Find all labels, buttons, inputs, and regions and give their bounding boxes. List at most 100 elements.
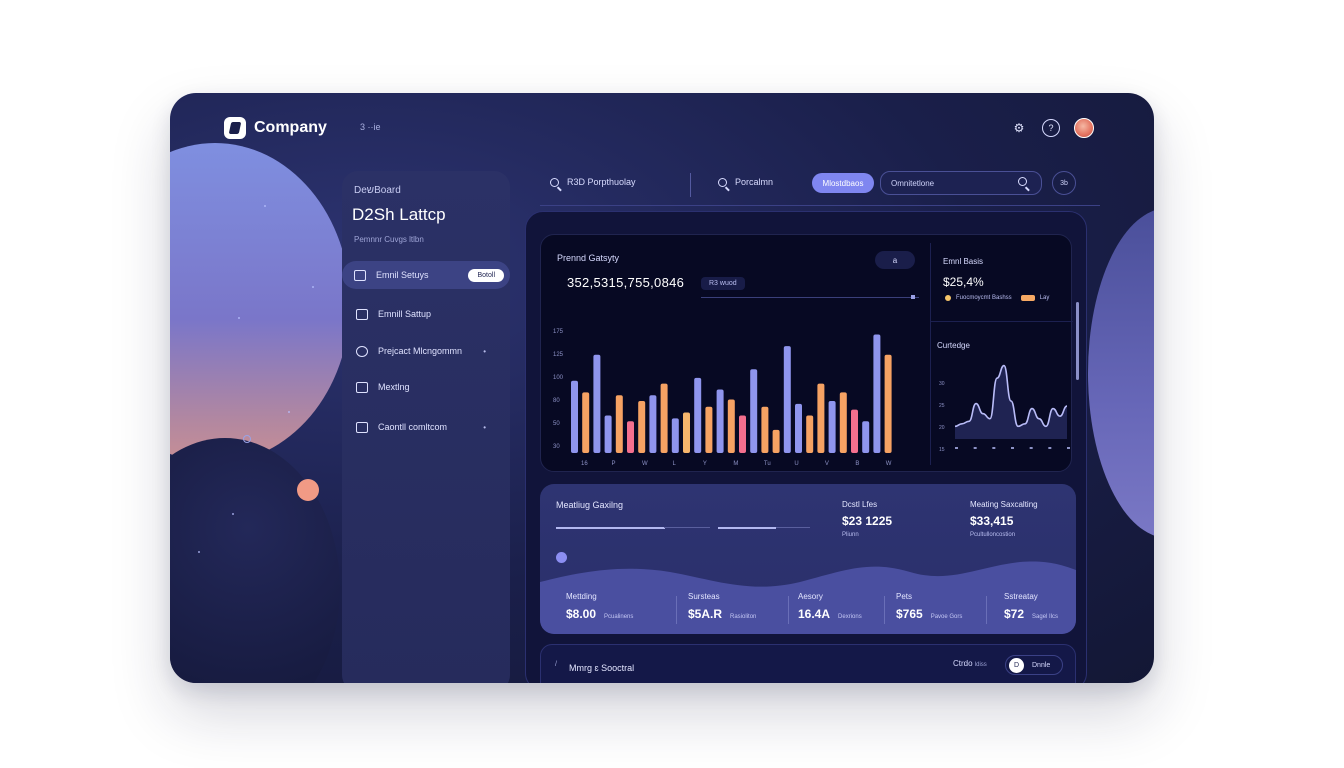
sidebar-item-badge[interactable]: Botoll <box>468 268 504 282</box>
chart-bar[interactable] <box>716 389 724 453</box>
bottom-toggle[interactable]: D Dnnle <box>1005 655 1063 675</box>
chart-bar[interactable] <box>772 429 780 453</box>
search-icon <box>550 177 559 187</box>
chart-bar[interactable] <box>627 421 634 453</box>
settings-icon[interactable]: ⚙ <box>1013 121 1025 135</box>
chart-bar[interactable] <box>806 415 814 453</box>
x-tick-label: Y <box>703 461 707 467</box>
chart-bar[interactable] <box>571 380 578 453</box>
metric-item: Sstreatay $72 Sagel Ilcs <box>1004 592 1058 621</box>
search-input[interactable] <box>880 171 1042 195</box>
chart-tag[interactable]: R3 wuod <box>701 277 745 290</box>
spark-y-tick: 25 <box>939 403 945 409</box>
chart-bar[interactable] <box>593 354 601 453</box>
chart-bar[interactable] <box>582 392 590 453</box>
contact-icon <box>356 421 368 433</box>
bottom-card: / Mmrg ɛ Sooctral Ctrdo ldiss D Dnnle <box>540 644 1076 683</box>
bottom-mark: / <box>555 661 557 668</box>
search-item-secondary[interactable]: Porcalmn <box>718 177 773 187</box>
scrollbar[interactable] <box>1076 302 1079 380</box>
chart-bar[interactable] <box>671 418 679 453</box>
stats-title: Meatliug Gaxilng <box>556 500 624 510</box>
x-tick-label: B <box>855 461 859 467</box>
y-tick-label: 125 <box>553 352 564 358</box>
y-tick-label: 80 <box>553 398 560 404</box>
chart-bar[interactable] <box>739 415 746 453</box>
top-icon-group: ⚙ ? <box>1010 118 1094 138</box>
y-tick-label: 50 <box>553 421 560 427</box>
chart-bar[interactable] <box>727 399 735 453</box>
top-breadcrumb[interactable]: 3 ··ie <box>360 122 381 132</box>
stat-value: $33,415 <box>970 514 1014 528</box>
sidebar-item-email-sattup[interactable]: Emnill Sattup <box>344 300 510 328</box>
brand-name: Company <box>254 119 327 136</box>
metric-divider <box>676 596 677 624</box>
spark-x-tick <box>1011 447 1014 449</box>
y-tick-label: 100 <box>553 375 564 381</box>
chart-bar[interactable] <box>660 383 668 453</box>
stat-sub: Pcultulloncostion <box>970 532 1016 538</box>
mini-divider <box>931 321 1073 322</box>
spark-title: Curtedge <box>937 341 970 350</box>
sidebar-item-label: Caontll comltcom <box>378 422 448 432</box>
stats-card: Meatliug Gaxilng Dcstl Lfes $23 1225 Pli… <box>540 484 1076 634</box>
spark-x-tick <box>1029 447 1033 449</box>
chart-toggle-button[interactable]: a <box>875 251 915 269</box>
chart-bar[interactable] <box>705 406 713 453</box>
spark-x-tick <box>992 447 996 449</box>
help-icon[interactable]: ? <box>1042 119 1060 137</box>
chart-bar[interactable] <box>884 354 892 453</box>
toggle-knob: D <box>1009 657 1024 673</box>
sidebar-item-label: Emnil Setuys <box>376 270 429 280</box>
card-split <box>930 243 931 465</box>
sidebar: DeשBoard D2Sh Lattcp Pemnnr Cuvgs ltlbn … <box>342 171 510 683</box>
chart-bar[interactable] <box>851 409 858 453</box>
extra-button[interactable]: 3b <box>1052 171 1076 195</box>
chart-bar[interactable] <box>683 412 690 453</box>
chart-bar[interactable] <box>862 421 870 453</box>
sidebar-item-label: Prejcact Mlcngommn <box>378 346 463 356</box>
chart-bar[interactable] <box>783 346 791 453</box>
sidebar-item-meeting[interactable]: Mextlng <box>344 373 510 401</box>
chart-bar[interactable] <box>839 392 847 453</box>
stat-label: Dcstl Lfes <box>842 500 878 509</box>
chart-bar[interactable] <box>761 406 769 453</box>
bottom-label-text: Ctrdo <box>953 659 973 668</box>
chart-title: Prennd Gatsyty <box>557 253 620 263</box>
x-tick-label: 16 <box>581 461 588 467</box>
spark-area <box>955 365 1067 439</box>
legend-dot-icon <box>945 295 951 301</box>
metric-divider <box>884 596 885 624</box>
y-tick-label: 30 <box>553 444 560 450</box>
chevron-icon: • <box>483 422 486 432</box>
chart-bar[interactable] <box>817 383 825 453</box>
progress-track <box>776 527 810 528</box>
search-icon[interactable] <box>1018 177 1027 186</box>
metric-item: Mettding $8.00 Pcualinens <box>566 592 633 621</box>
filter-pill-button[interactable]: Mlostdbaos <box>812 173 874 193</box>
sidebar-item-contact[interactable]: Caontll comltcom • <box>344 413 510 441</box>
chart-bar[interactable] <box>638 401 646 453</box>
chart-bar[interactable] <box>649 395 657 453</box>
chart-header-line <box>701 297 919 298</box>
spark-y-tick: 30 <box>939 381 945 387</box>
avatar[interactable] <box>1074 118 1094 138</box>
orb-decoration <box>297 479 319 501</box>
sparkline-chart: 30 25 20 15 <box>939 364 1070 453</box>
chart-bar[interactable] <box>795 403 802 453</box>
sidebar-item-email-setup[interactable]: Emnil Setuys Botoll <box>342 261 510 289</box>
chart-bar[interactable] <box>604 415 612 453</box>
chart-bar[interactable] <box>750 369 758 453</box>
metric-sub: Sagel Ilcs <box>1032 614 1059 620</box>
search-item-primary[interactable]: R3D Porpthuolay <box>550 177 636 187</box>
chart-bar[interactable] <box>694 377 702 453</box>
chart-card: Prennd Gatsyty 352,5315,755,0846 R3 wuod… <box>540 234 1073 472</box>
chart-bar[interactable] <box>615 395 623 453</box>
sidebar-item-label: Mextlng <box>378 382 410 392</box>
chart-bar[interactable] <box>828 401 836 453</box>
chart-bar[interactable] <box>873 334 881 453</box>
brand[interactable]: Company <box>224 117 327 139</box>
sidebar-item-project[interactable]: Prejcact Mlcngommn • <box>344 337 510 365</box>
metric-sub: Pcualinens <box>604 614 634 620</box>
